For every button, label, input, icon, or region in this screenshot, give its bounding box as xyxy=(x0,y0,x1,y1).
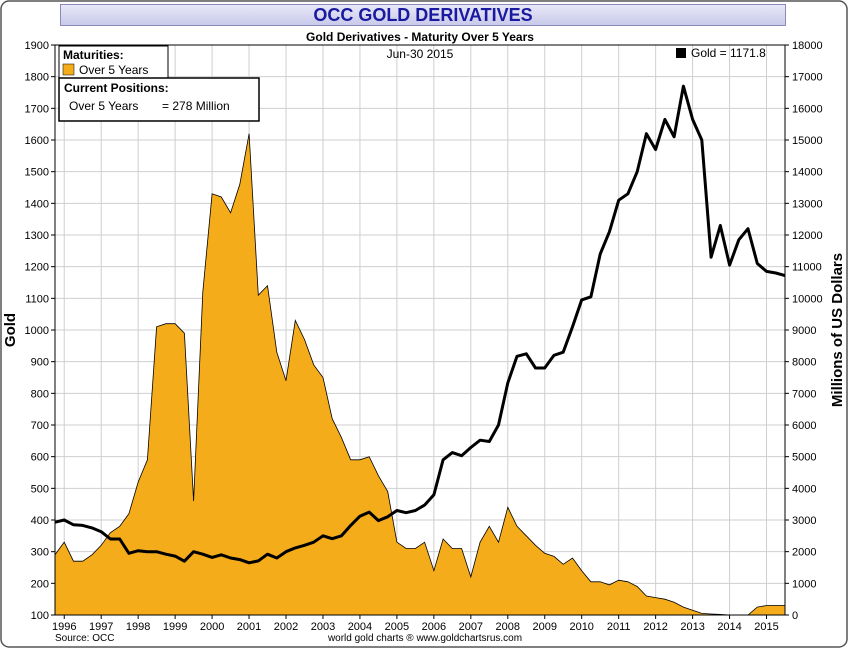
right-tick-label: 11000 xyxy=(792,262,822,274)
x-tick-label: 2006 xyxy=(422,621,446,633)
x-tick-label: 2007 xyxy=(459,621,483,633)
left-tick-label: 1800 xyxy=(25,72,49,84)
x-tick-label: 2012 xyxy=(643,621,667,633)
x-tick-label: 2002 xyxy=(274,621,298,633)
x-tick-label: 2000 xyxy=(200,621,224,633)
current-positions-legend: Current Positions: Over 5 Years = 278 Mi… xyxy=(58,77,260,122)
x-tick-label: 2013 xyxy=(680,621,704,633)
x-tick-label: 2008 xyxy=(496,621,520,633)
right-tick-label: 15000 xyxy=(792,135,823,147)
over-5-years-area xyxy=(54,133,786,616)
left-tick-label: 1000 xyxy=(25,325,49,337)
left-tick-label: 700 xyxy=(31,420,49,432)
x-tick-label: 1999 xyxy=(163,621,187,633)
right-tick-label: 4000 xyxy=(792,483,816,495)
left-tick-label: 900 xyxy=(31,357,49,369)
left-axis-ticks: 100 200 300 400 500 600 700 800 900 1000 1100 1200 1… xyxy=(25,40,55,622)
right-tick-label: 0 xyxy=(792,610,798,622)
left-tick-label: 1300 xyxy=(25,230,49,242)
date-label: Jun-30 2015 xyxy=(387,47,454,61)
right-tick-label: 13000 xyxy=(792,198,823,210)
right-tick-label: 18000 xyxy=(792,40,823,52)
x-tick-label: 2003 xyxy=(311,621,335,633)
gold-price-line xyxy=(54,84,786,565)
title-banner: OCC GOLD DERIVATIVES xyxy=(60,4,786,26)
gold-legend-label: Gold = 1171.8 xyxy=(691,46,766,60)
right-tick-label: 12000 xyxy=(792,230,823,242)
right-tick-label: 3000 xyxy=(792,515,816,527)
left-tick-label: 100 xyxy=(31,610,49,622)
right-axis-ticks: 0 1000 2000 3000 4000 5000 6000 7000 8000 9000 100… xyxy=(785,40,823,622)
right-tick-label: 17000 xyxy=(792,72,823,84)
source-note: Source: OCC xyxy=(55,633,114,644)
x-tick-label: 2004 xyxy=(348,621,372,633)
current-positions-item: Over 5 Years xyxy=(69,99,138,113)
current-positions-title: Current Positions: xyxy=(64,81,169,95)
left-tick-label: 1600 xyxy=(25,135,49,147)
left-tick-label: 1400 xyxy=(25,198,49,210)
x-tick-label: 2010 xyxy=(569,621,593,633)
right-tick-label: 9000 xyxy=(792,325,816,337)
left-tick-label: 1200 xyxy=(25,262,49,274)
over-5-years-swatch xyxy=(62,63,75,76)
right-tick-label: 5000 xyxy=(792,452,816,464)
right-tick-label: 16000 xyxy=(792,103,823,115)
right-tick-label: 14000 xyxy=(792,167,823,179)
maturities-legend-title: Maturities: xyxy=(63,48,124,62)
gold-legend-swatch xyxy=(676,48,686,58)
x-axis-ticks: 1996 1997 1998 1999 2000 2001 2002 2003 2004 2005… xyxy=(52,615,779,633)
gold-legend: Gold = 1171.8 xyxy=(676,46,766,60)
maturities-legend: Maturities: Over 5 Years xyxy=(58,45,169,79)
left-tick-label: 600 xyxy=(31,452,49,464)
x-tick-label: 2011 xyxy=(607,621,631,633)
left-tick-label: 1700 xyxy=(25,103,49,115)
right-tick-label: 1000 xyxy=(792,578,816,590)
chart-subtitle: Gold Derivatives - Maturity Over 5 Years xyxy=(306,30,534,44)
left-tick-label: 400 xyxy=(31,515,49,527)
left-axis-label: Gold xyxy=(2,313,19,347)
right-tick-label: 2000 xyxy=(792,547,816,559)
left-tick-label: 500 xyxy=(31,483,49,495)
current-positions-box xyxy=(58,77,260,122)
left-tick-label: 1900 xyxy=(25,40,49,52)
gold-price-line-series xyxy=(54,84,786,565)
x-tick-label: 2001 xyxy=(237,621,261,633)
left-tick-label: 1500 xyxy=(25,167,49,179)
left-tick-label: 1100 xyxy=(25,293,49,305)
x-tick-label: 2009 xyxy=(533,621,557,633)
over-5-years-area-series xyxy=(54,133,786,616)
maturities-legend-box xyxy=(58,45,169,79)
x-tick-label: 2014 xyxy=(717,621,741,633)
x-tick-label: 2005 xyxy=(385,621,409,633)
left-tick-label: 200 xyxy=(31,578,49,590)
x-tick-label: 1996 xyxy=(52,621,76,633)
page-title: OCC GOLD DERIVATIVES xyxy=(313,5,533,25)
x-tick-label: 1998 xyxy=(126,621,150,633)
x-tick-label: 2015 xyxy=(754,621,778,633)
right-axis-label: Millions of US Dollars xyxy=(829,253,846,407)
right-tick-label: 8000 xyxy=(792,357,816,369)
left-tick-label: 800 xyxy=(31,388,49,400)
maturities-legend-item: Over 5 Years xyxy=(79,63,148,77)
right-tick-label: 6000 xyxy=(792,420,816,432)
current-positions-value: = 278 Million xyxy=(162,99,230,113)
right-tick-label: 10000 xyxy=(792,293,823,305)
left-tick-label: 300 xyxy=(31,547,49,559)
x-tick-label: 1997 xyxy=(89,621,113,633)
right-tick-label: 7000 xyxy=(792,388,816,400)
credit-note: world gold charts ® www.goldchartsrus.co… xyxy=(327,633,522,644)
